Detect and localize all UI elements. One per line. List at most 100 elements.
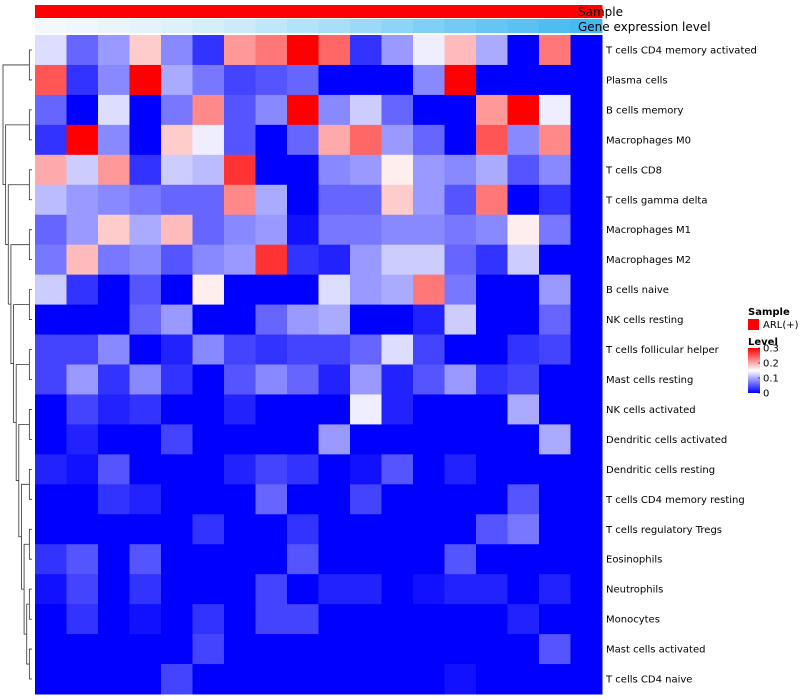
row-label: Macrophages M0: [606, 135, 691, 146]
heatmap-cell: [444, 35, 477, 66]
column-annotation-bars: [35, 5, 603, 33]
heatmap-cell: [255, 304, 288, 336]
heatmap-cell: [476, 604, 508, 635]
heatmap-cell: [318, 64, 351, 96]
heatmap-cell: [287, 244, 319, 276]
heatmap-cell: [287, 634, 319, 665]
heatmap-cell: [129, 154, 162, 186]
heatmap-cell: [539, 64, 571, 96]
heatmap-cell: [66, 424, 99, 455]
row-label: Dendritic cells activated: [606, 435, 727, 446]
heatmap-cell: [224, 424, 256, 455]
heatmap-cell: [129, 634, 162, 665]
heatmap-cell: [381, 304, 414, 336]
heatmap-cell: [444, 274, 477, 306]
heatmap-cell: [413, 574, 445, 605]
heatmap-cell: [444, 664, 477, 695]
heatmap-cell: [66, 94, 99, 126]
heatmap-cell: [413, 394, 445, 425]
heatmap-cell: [192, 664, 225, 695]
heatmap-cell: [570, 634, 603, 665]
row-label: Mast cells activated: [606, 645, 705, 656]
heatmap-cell: [318, 274, 351, 306]
heatmap-cell: [476, 394, 508, 425]
heatmap-cell: [413, 154, 445, 186]
heatmap-cell: [570, 94, 603, 126]
dendrogram-branch: [7, 184, 30, 305]
heatmap-cell: [476, 334, 508, 365]
heatmap-cell: [192, 604, 225, 635]
heatmap-cell: [224, 154, 256, 186]
heatmap-cell: [66, 244, 99, 276]
heatmap-cell: [318, 514, 351, 545]
heatmap-cell: [350, 544, 382, 575]
heatmap-cell: [381, 35, 414, 66]
heatmap-cell: [129, 574, 162, 605]
heatmap-cell: [539, 634, 571, 665]
heatmap-cell: [66, 484, 99, 515]
heatmap-cell: [539, 514, 571, 545]
heatmap-cell: [318, 124, 351, 156]
legend-tick-label: 0.3: [763, 344, 779, 355]
heatmap-cell: [350, 94, 382, 126]
heatmap-cell: [287, 334, 319, 365]
heatmap-cell: [570, 394, 603, 425]
dendrogram-branch: [18, 424, 30, 538]
expression-annotation-label: Gene expression level: [578, 20, 711, 34]
legend: Sample ARL(+) Level 0.3 0.2 0.1 0: [748, 307, 799, 400]
heatmap-cell: [476, 574, 508, 605]
heatmap-cell: [161, 334, 193, 365]
heatmap-cell: [35, 454, 67, 485]
heatmap-cell: [476, 184, 508, 216]
heatmap-cell: [444, 304, 477, 336]
heatmap-cell: [444, 214, 477, 246]
heatmap-cell: [224, 364, 256, 395]
heatmap-cell: [98, 574, 130, 605]
heatmap-cell: [255, 484, 288, 515]
row-labels: T cells CD4 memory activated Plasma cells…: [605, 45, 757, 685]
dendrogram-branch: [15, 364, 30, 481]
heatmap-cell: [507, 64, 540, 96]
row-label: B cells memory: [606, 105, 683, 116]
row-label: NK cells resting: [606, 315, 683, 326]
heatmap-cell: [350, 124, 382, 156]
heatmap-cell: [350, 35, 382, 66]
heatmap-cell: [192, 244, 225, 276]
expression-annotation-cell: [66, 19, 99, 33]
heatmap-cell: [192, 154, 225, 186]
heatmap-cell: [570, 244, 603, 276]
heatmap-cell: [350, 634, 382, 665]
heatmap-cell: [224, 244, 256, 276]
sample-annotation-cell: [129, 5, 162, 18]
heatmap-cell: [161, 184, 193, 216]
heatmap-cell: [98, 64, 130, 96]
sample-annotation-cell: [255, 5, 288, 18]
heatmap-cell: [350, 244, 382, 276]
expression-annotation-cell: [539, 19, 571, 33]
heatmap-cell: [129, 35, 162, 66]
heatmap-cell: [287, 394, 319, 425]
heatmap-cell: [224, 274, 256, 306]
heatmap-cell: [539, 484, 571, 515]
heatmap-cell: [318, 304, 351, 336]
dendrogram-branch: [2, 64, 30, 186]
row-label: T cells CD4 naive: [605, 675, 692, 686]
heatmap-cell: [192, 124, 225, 156]
heatmap-cell: [381, 214, 414, 246]
row-label: Dendritic cells resting: [606, 465, 715, 476]
heatmap-cell: [255, 214, 288, 246]
heatmap-cell: [129, 184, 162, 216]
heatmap-cell: [129, 664, 162, 695]
sample-annotation-cell: [413, 5, 445, 18]
heatmap-cell: [444, 184, 477, 216]
heatmap-cell: [318, 184, 351, 216]
heatmap-cell: [350, 664, 382, 695]
heatmap-cell: [35, 664, 67, 695]
heatmap-cell: [192, 454, 225, 485]
heatmap-cell: [507, 514, 540, 545]
heatmap-cell: [413, 544, 445, 575]
heatmap-cell: [570, 274, 603, 306]
heatmap-cell: [35, 484, 67, 515]
heatmap-cell: [381, 574, 414, 605]
heatmap-cell: [224, 454, 256, 485]
